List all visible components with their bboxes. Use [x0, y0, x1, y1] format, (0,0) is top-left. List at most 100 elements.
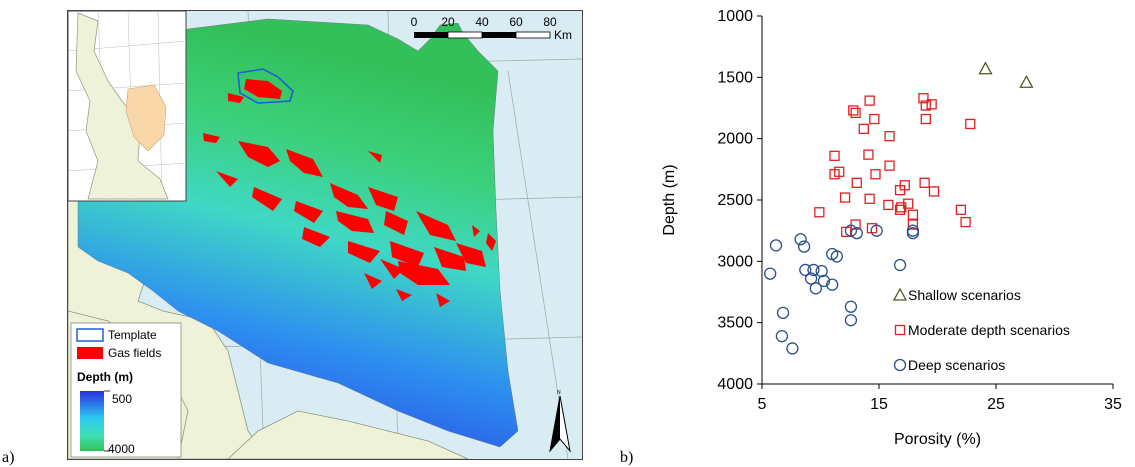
square-data-point [858, 123, 869, 135]
circle-data-point [809, 282, 822, 295]
circle-data-point [769, 239, 783, 252]
legend-gas-label: Gas fields [108, 346, 161, 360]
panel-label-a: a) [2, 449, 15, 466]
circle-data-point [844, 224, 858, 237]
circle-data-point [799, 263, 812, 277]
circle-data-point [786, 342, 799, 355]
triangle-data-point [978, 61, 993, 75]
y-axis-title: Depth (m) [661, 164, 678, 235]
circle-data-point [906, 224, 920, 237]
panel-label-b: b) [620, 449, 634, 466]
square-data-point [920, 113, 931, 125]
square-data-point [918, 93, 929, 104]
scatter-chart: 1000 1500 2000 2500 3000 3500 4000 5 15 25 35 Por… [661, 8, 1122, 448]
square-data-point [883, 199, 894, 211]
circle-data-point [906, 226, 920, 240]
square-data-point [920, 100, 931, 111]
circle-data-point [815, 264, 828, 278]
square-data-point [869, 113, 880, 125]
scale-unit: Km [554, 28, 572, 42]
x-axis-title: Porosity (%) [894, 431, 981, 448]
legend-template-label: Template [108, 328, 157, 342]
y-tick-label: 1500 [717, 69, 753, 86]
square-data-point [894, 204, 906, 215]
scale-tick-0: 0 [411, 15, 418, 29]
circle-data-point [870, 224, 883, 237]
circle-data-point [764, 267, 777, 280]
legend-depth-ramp [80, 391, 104, 451]
inset-map [68, 11, 187, 202]
circle-data-point [776, 306, 790, 320]
y-tick-label: 2500 [717, 192, 753, 209]
circle-data-point [844, 300, 858, 313]
square-data-point [965, 118, 976, 130]
scale-tick-20: 20 [441, 15, 455, 29]
x-tick-label: 5 [758, 396, 767, 413]
square-data-point [863, 149, 874, 160]
x-tick-label: 15 [870, 396, 888, 413]
y-tick-label: 2000 [717, 131, 753, 148]
square-data-point [848, 105, 859, 116]
template-outline [237, 68, 294, 104]
data-points [764, 61, 1034, 355]
square-data-point [829, 150, 840, 161]
circle-data-point [844, 314, 858, 327]
square-data-point [864, 193, 875, 204]
square-data-point [850, 107, 861, 119]
north-arrow-icon: N [549, 390, 571, 453]
legend-depth-min: 500 [112, 392, 132, 406]
square-data-point [919, 177, 930, 188]
triangle-data-point [1019, 74, 1034, 88]
square-data-point [814, 207, 825, 218]
chart-legend: Shallow scenarios Moderate depth scenario… [892, 287, 1070, 373]
circle-data-point [807, 263, 820, 277]
square-data-point [870, 169, 881, 180]
scale-tick-40: 40 [475, 15, 489, 29]
scale-tick-60: 60 [509, 15, 523, 29]
x-tick-label: 35 [1104, 396, 1122, 413]
circle-data-point [775, 330, 789, 343]
map-panel: 0 20 40 60 80 Km Template Gas fields Dep… [67, 10, 583, 460]
legend-label: Deep scenarios [908, 357, 1005, 373]
square-data-point [851, 177, 862, 188]
gas-fields [203, 79, 496, 307]
square-data-point [884, 160, 895, 171]
square-data-point [839, 192, 851, 203]
square-data-point [928, 186, 940, 197]
circle-data-point [817, 274, 831, 288]
legend-square-marker [894, 324, 906, 336]
legend-label: Moderate depth scenarios [908, 322, 1070, 338]
scale-bar: 0 20 40 60 80 Km [411, 15, 572, 42]
square-data-point [894, 185, 906, 196]
circle-data-point [850, 226, 863, 240]
x-tick-label: 25 [987, 396, 1005, 413]
square-data-point [829, 169, 840, 180]
legend-label: Shallow scenarios [908, 287, 1021, 303]
y-tick-label: 1000 [717, 8, 753, 25]
square-data-point [896, 202, 907, 213]
y-tick-label: 4000 [717, 376, 753, 393]
square-data-point [864, 95, 875, 106]
square-data-point [907, 219, 919, 230]
map-figure: 0 20 40 60 80 Km Template Gas fields Dep… [68, 11, 582, 459]
north-label: N [557, 390, 561, 396]
square-data-point [884, 131, 895, 142]
legend-circle-marker [893, 358, 907, 372]
square-data-point [907, 209, 919, 220]
circle-data-point [826, 278, 839, 291]
legend-template-swatch [76, 328, 104, 342]
y-tick-label: 3500 [717, 315, 753, 332]
circle-data-point [893, 258, 907, 272]
y-axis-ticks: 1000 1500 2000 2500 3000 3500 4000 [717, 8, 762, 393]
land-southeast [227, 410, 469, 459]
scale-tick-80: 80 [543, 15, 557, 29]
square-data-point [955, 204, 967, 215]
square-data-point [903, 198, 914, 209]
legend-depth-title: Depth (m) [77, 370, 133, 384]
y-tick-label: 3000 [717, 253, 753, 270]
legend-gas-swatch [77, 347, 103, 359]
circle-data-point [797, 240, 811, 253]
map-legend: Template Gas fields Depth (m) 500 4000 [70, 322, 182, 458]
square-data-point [926, 99, 937, 110]
legend-depth-max: 4000 [108, 442, 135, 456]
